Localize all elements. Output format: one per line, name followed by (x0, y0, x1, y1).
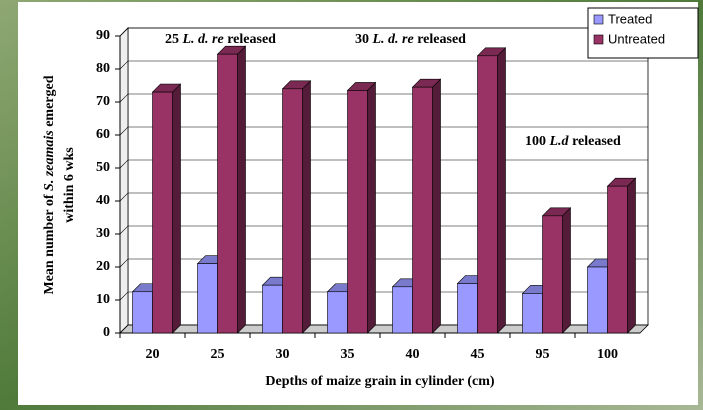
page: 0 10 20 30 40 50 60 70 80 90 20 25 30 35 40 45 95 100 25 L… (0, 0, 703, 410)
y-tick-label: 20 (96, 259, 110, 274)
y-tick-label: 30 (96, 226, 110, 241)
annotation-part: 30 (355, 32, 373, 47)
bar (608, 186, 628, 333)
bar (458, 284, 478, 334)
y-tick-label: 90 (96, 28, 110, 43)
legend-swatch (594, 35, 603, 44)
y-tick-label: 70 (96, 94, 110, 109)
bar-side (433, 79, 441, 333)
y-axis-title-line: Mean number of S. zeamais emerged (42, 75, 57, 294)
bar (283, 89, 303, 333)
y-axis-title-line-part: S. zeamais (42, 130, 57, 191)
y-tick-label: 10 (96, 292, 110, 307)
x-tick-label: 20 (146, 347, 160, 362)
annotation: 100 L.d released (525, 134, 621, 149)
y-axis-title-line-part: Mean number of (42, 191, 57, 295)
bar (328, 292, 348, 333)
bar (478, 56, 498, 333)
bar (133, 292, 153, 333)
bar-side (238, 46, 246, 333)
bar (523, 293, 543, 333)
annotation: 30 L. d. re released (355, 32, 466, 47)
annotation-part: released (224, 32, 276, 47)
annotation-part: L. d. re (182, 32, 224, 47)
bar (198, 264, 218, 333)
annotation-part: released (569, 134, 621, 149)
y-tick-label: 0 (103, 325, 110, 340)
y-tick-label: 80 (96, 61, 110, 76)
bar (348, 90, 368, 333)
annotation-part: released (414, 32, 466, 47)
y-tick-label: 60 (96, 127, 110, 142)
legend-label: Untreated (608, 31, 665, 46)
y-axis-title-line-part: emerged (42, 75, 57, 130)
side-wall (120, 28, 128, 333)
bar-side (368, 82, 376, 333)
annotation: 25 L. d. re released (165, 32, 276, 47)
bar-side (628, 178, 636, 333)
bar-side (303, 81, 311, 333)
x-tick-label: 95 (536, 347, 550, 362)
bar-side (173, 84, 181, 333)
bar (263, 285, 283, 333)
legend-label: Treated (608, 11, 652, 26)
x-tick-label: 45 (471, 347, 485, 362)
x-tick-label: 35 (341, 347, 355, 362)
bar (218, 54, 238, 333)
bar (153, 92, 173, 333)
bar (543, 216, 563, 333)
bar-side (563, 208, 571, 333)
bar-side (498, 48, 506, 333)
x-tick-label: 25 (211, 347, 225, 362)
x-axis-title: Depths of maize grain in cylinder (cm) (265, 374, 494, 389)
y-axis-title-line-part: within 6 wks (62, 147, 77, 223)
annotation-part: L.d (549, 134, 570, 149)
x-tick-label: 100 (597, 347, 618, 362)
bar (393, 287, 413, 333)
chart: 0 10 20 30 40 50 60 70 80 90 20 25 30 35 40 45 95 100 25 L… (0, 0, 703, 410)
y-tick-label: 40 (96, 193, 110, 208)
legend-swatch (594, 15, 603, 24)
y-tick-label: 50 (96, 160, 110, 175)
annotation-part: L. d. re (372, 32, 414, 47)
x-tick-label: 30 (276, 347, 290, 362)
y-axis-title-line: within 6 wks (62, 147, 77, 223)
annotation-part: 100 (525, 134, 550, 149)
bar (588, 267, 608, 333)
annotation-part: 25 (165, 32, 183, 47)
x-tick-label: 40 (406, 347, 420, 362)
bar (413, 87, 433, 333)
